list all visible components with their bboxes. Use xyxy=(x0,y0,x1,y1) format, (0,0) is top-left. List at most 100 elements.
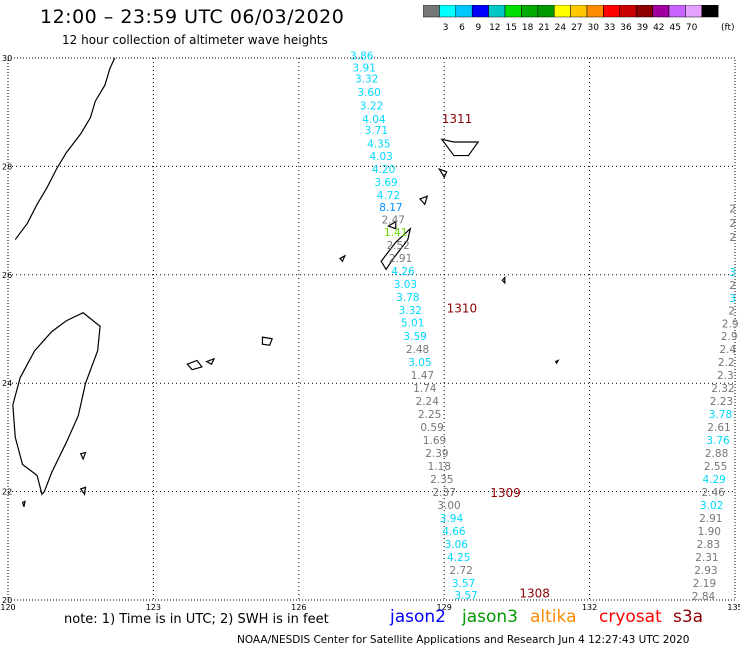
wave-height-value: 3.76 xyxy=(706,435,730,447)
wave-height-value: 2.3 xyxy=(717,370,734,382)
island-outline xyxy=(440,138,480,157)
legend-s3a: s3a xyxy=(673,607,704,627)
wave-height-value: 2.37 xyxy=(433,487,456,499)
wave-height-value: 2.83 xyxy=(697,539,720,551)
color-scale-label: 6 xyxy=(459,23,465,33)
wave-height-value: 1.74 xyxy=(413,383,437,395)
pass-number-label: 1310 xyxy=(447,302,478,316)
island-outline xyxy=(418,195,429,206)
wave-height-value: 3.32 xyxy=(355,73,378,85)
wave-height-value: 2.23 xyxy=(710,396,733,408)
wave-height-value: 3.59 xyxy=(403,331,426,343)
wave-height-value: 3.32 xyxy=(399,305,422,317)
wave-height-value: 3.94 xyxy=(440,513,464,525)
footer-credit: NOAA/NESDIS Center for Satellite Applica… xyxy=(237,634,690,646)
wave-height-value: 8.17 xyxy=(379,202,402,214)
wave-height-value: 2.46 xyxy=(701,487,725,499)
lat-tick-label: 22 xyxy=(2,488,12,497)
color-scale-label: 9 xyxy=(476,23,482,33)
wave-height-value: 2.72 xyxy=(449,565,472,577)
wave-height-value: 4.20 xyxy=(372,164,395,176)
wave-height-value: 4.35 xyxy=(367,138,390,150)
pass-number-label: 1308 xyxy=(519,586,550,600)
wave-height-value: 2.55 xyxy=(704,461,727,473)
color-scale-label: 39 xyxy=(637,23,649,33)
color-scale-label: 45 xyxy=(669,23,680,33)
color-scale-unit: (ft) xyxy=(721,23,735,33)
taiwan-coastline xyxy=(12,312,101,496)
wave-height-value: 2.35 xyxy=(430,474,453,486)
mainland-coastline xyxy=(14,57,116,240)
color-scale-label: 12 xyxy=(489,23,500,33)
island-outline xyxy=(261,336,273,346)
footer-note: note: 1) Time is in UTC; 2) SWH is in fe… xyxy=(64,612,329,627)
wave-height-value: 3.86 xyxy=(350,51,374,63)
wave-height-value: 2 xyxy=(729,203,736,215)
color-scale-label: 30 xyxy=(587,23,599,33)
lon-tick-label: 126 xyxy=(291,603,306,612)
wave-height-value: 3.05 xyxy=(408,357,431,369)
wave-height-value: 3.57 xyxy=(454,590,477,602)
wave-height-value: 2.32 xyxy=(711,383,734,395)
chart-subtitle: 12 hour collection of altimeter wave hei… xyxy=(62,33,328,47)
wave-height-value: 2 xyxy=(728,305,735,317)
wave-height-value: 1.90 xyxy=(698,526,721,538)
wave-height-value: 4.25 xyxy=(447,552,470,564)
wave-height-value: 3.03 xyxy=(394,279,417,291)
wave-height-value: 3.69 xyxy=(374,177,397,189)
wave-height-value: 2 xyxy=(729,280,736,292)
legend-altika: altika xyxy=(530,607,577,627)
island-outline xyxy=(387,220,397,230)
lat-tick-label: 20 xyxy=(2,596,12,605)
wave-height-value: 2.24 xyxy=(416,396,440,408)
wave-height-value: 2.31 xyxy=(695,552,718,564)
lon-tick-label: 129 xyxy=(437,603,452,612)
wave-height-value: 3.60 xyxy=(357,87,380,99)
color-scale-label: 21 xyxy=(538,23,549,33)
wave-height-value: 3.06 xyxy=(445,539,469,551)
wave-height-value: 2.47 xyxy=(382,214,405,226)
wave-height-value: 2.2 xyxy=(718,357,735,369)
wave-height-value: 5.01 xyxy=(401,317,424,329)
color-scale-label: 18 xyxy=(522,23,534,33)
wave-height-value: 3.00 xyxy=(437,500,460,512)
wave-height-value: 0.59 xyxy=(420,422,443,434)
wave-height-value: 1.41 xyxy=(384,227,407,239)
wave-height-value: 1.69 xyxy=(423,435,446,447)
island-outline xyxy=(437,167,448,179)
wave-height-value: 2.61 xyxy=(707,422,730,434)
wave-height-value: 4.04 xyxy=(362,114,386,126)
color-scale-bar: 3 6 9 12 15 18 21 24 27 30 33 36 39 42 45 70 (ft) xyxy=(423,5,735,33)
wave-height-value: 4.72 xyxy=(377,190,400,202)
wave-height-value: 4.66 xyxy=(442,526,466,538)
wave-height-value: 4.26 xyxy=(391,266,415,278)
lat-tick-label: 24 xyxy=(2,379,12,388)
wave-height-value: 2.48 xyxy=(406,344,429,356)
island-outline xyxy=(380,226,412,271)
wave-height-value: 2.91 xyxy=(389,253,412,265)
lon-tick-label: 123 xyxy=(146,603,161,612)
island-outline xyxy=(79,486,87,496)
island-outline xyxy=(554,359,560,365)
island-outline xyxy=(501,275,506,285)
wave-height-value: 2.9 xyxy=(722,318,739,330)
pass-number-label: 1311 xyxy=(442,112,473,126)
wave-height-value: 2.9 xyxy=(721,331,738,343)
lon-tick-label: 120 xyxy=(0,603,15,612)
color-scale-label: 27 xyxy=(571,23,582,33)
legend-jason3: jason3 xyxy=(462,607,518,627)
color-scale-label: 15 xyxy=(505,23,516,33)
lon-tick-label: 132 xyxy=(582,603,597,612)
wave-height-value: 2.52 xyxy=(386,240,409,252)
lat-tick-label: 30 xyxy=(2,54,12,63)
wave-height-value: 3.91 xyxy=(353,63,376,75)
wave-height-value: 2.4 xyxy=(719,344,736,356)
legend-jason2: jason2 xyxy=(390,607,446,627)
wave-height-value: 2 xyxy=(729,218,736,230)
wave-height-value: 4.29 xyxy=(702,474,725,486)
lat-tick-label: 28 xyxy=(2,162,12,171)
wave-height-value: 2.91 xyxy=(699,513,722,525)
island-outline xyxy=(339,254,347,263)
lon-tick-label: 135 xyxy=(727,603,740,612)
wave-height-value: 3.22 xyxy=(360,100,383,112)
